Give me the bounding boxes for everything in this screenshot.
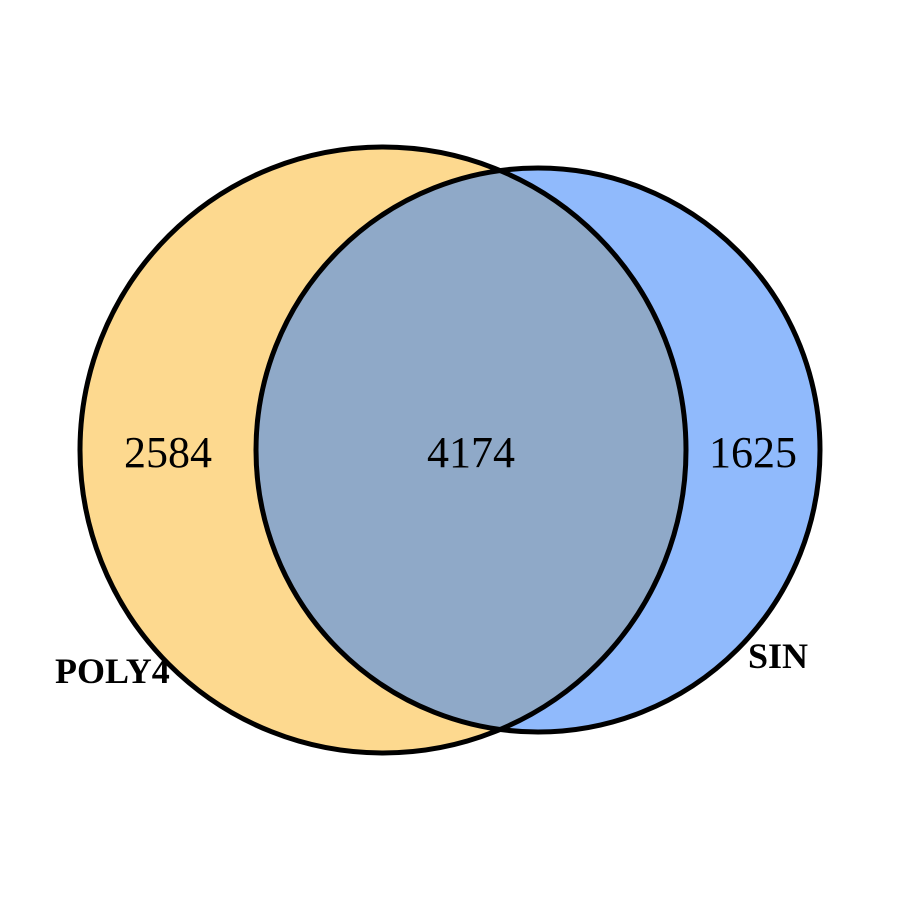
- set-sin-outline: [253, 165, 823, 735]
- set-poly4-outline: [77, 144, 689, 756]
- set-label-poly4: POLY4: [55, 651, 170, 691]
- count-sin-only: 1625: [709, 428, 797, 477]
- set-label-sin: SIN: [748, 636, 808, 676]
- count-intersection: 4174: [427, 428, 515, 477]
- count-poly4-only: 2584: [124, 428, 212, 477]
